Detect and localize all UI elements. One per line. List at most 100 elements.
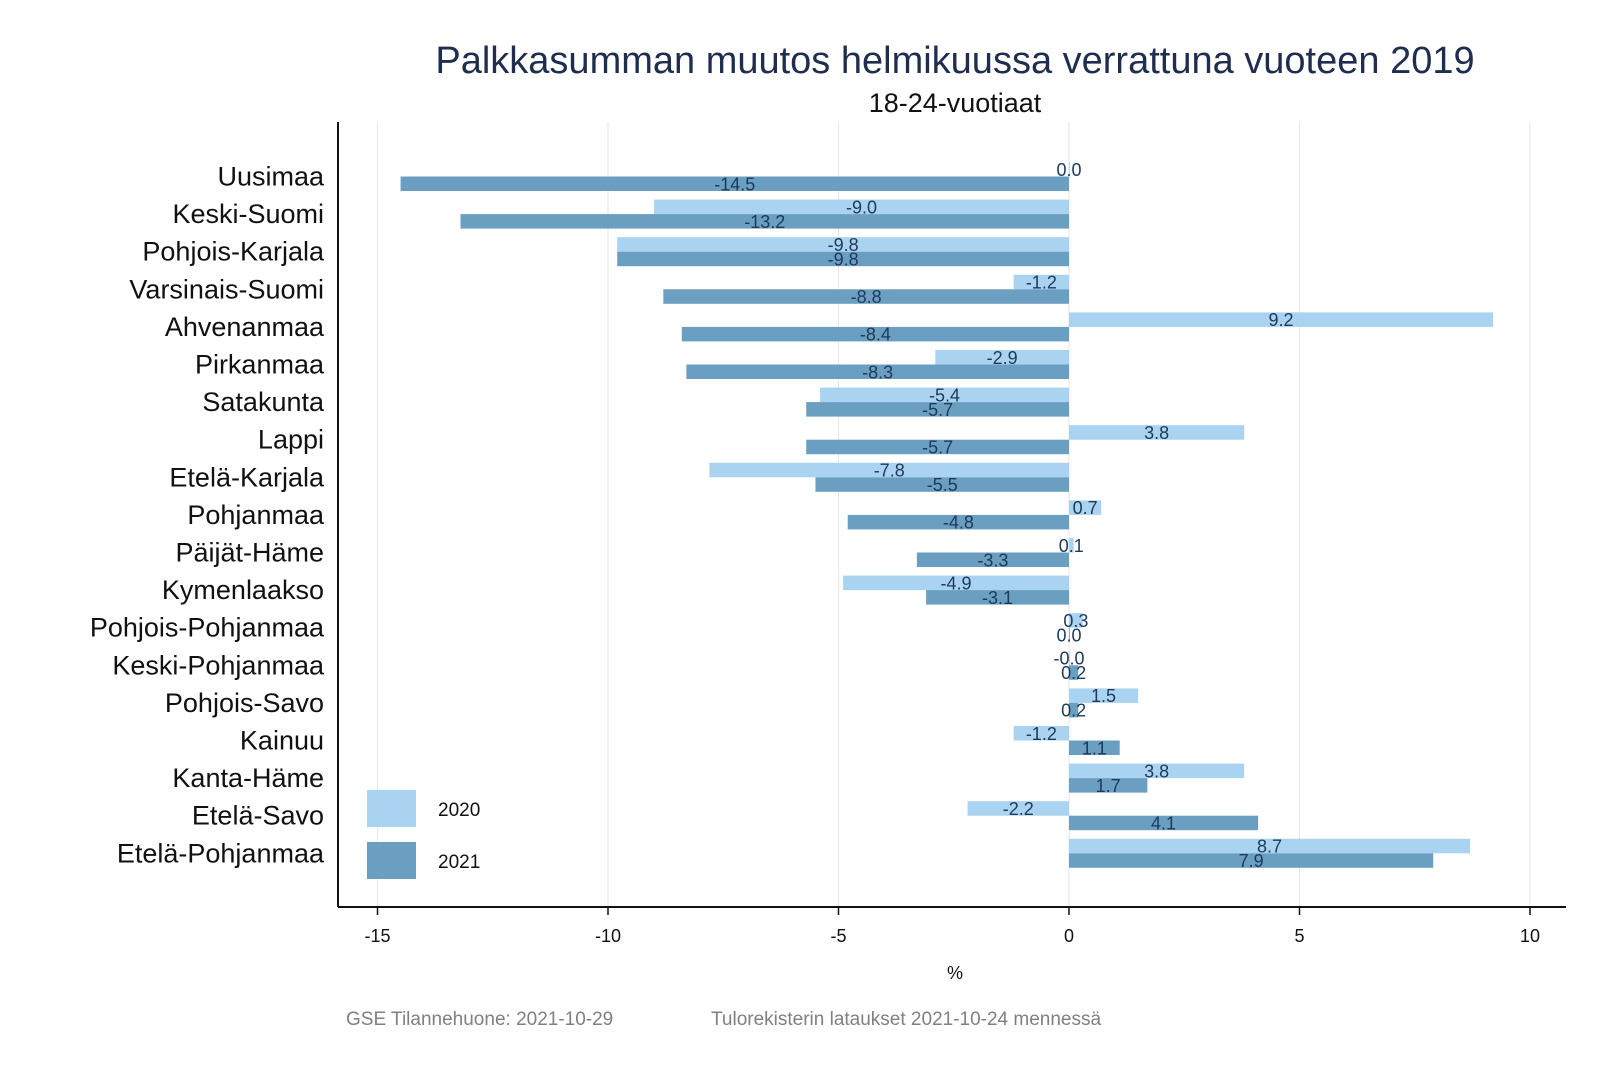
bar-2021-etela-pohjanmaa [1069, 853, 1434, 868]
bar-2020-keski-pohjanmaa [1069, 650, 1070, 666]
category-label-kainuu: Kainuu [240, 726, 324, 756]
category-label-paijat-hame: Päijät-Häme [175, 538, 324, 568]
x-tick-label: 0 [1064, 926, 1074, 946]
bar-2021-satakunta [806, 402, 1069, 417]
bar-2020-pirkanmaa [935, 350, 1069, 365]
category-label-satakunta: Satakunta [202, 387, 325, 417]
data-label-2021-kainuu: 1.1 [1082, 738, 1107, 758]
bar-2020-uusimaa [1069, 162, 1070, 177]
data-label-2021-pohjois-karjala: -9.8 [828, 249, 859, 269]
category-label-lappi: Lappi [258, 425, 324, 455]
bar-2021-keski-suomi [460, 214, 1070, 229]
bar-2020-etela-pohjanmaa [1069, 838, 1471, 854]
bar-2021-pohjois-pohjanmaa [1069, 627, 1070, 643]
bar-2021-kainuu [1069, 740, 1120, 755]
data-label-2021-lappi: -5.7 [922, 437, 953, 457]
bar-2020-satakunta [820, 387, 1069, 403]
data-label-2021-keski-suomi: -13.2 [744, 212, 785, 232]
footer-source: GSE Tilannehuone: 2021-10-29 [346, 1009, 613, 1030]
legend-swatch-2021 [367, 842, 416, 879]
legend-label-2020: 2020 [438, 800, 480, 821]
data-label-2020-etela-karjala: -7.8 [874, 461, 905, 481]
data-label-2021-uusimaa: -14.5 [714, 174, 755, 194]
data-label-2020-keski-pohjanmaa: -0.0 [1053, 649, 1084, 669]
category-label-pohjanmaa: Pohjanmaa [187, 500, 325, 530]
bar-2020-kanta-hame [1069, 763, 1245, 779]
bar-2020-kymenlaakso [843, 575, 1069, 591]
bars [400, 162, 1494, 868]
category-labels: Uusimaa Keski-Suomi Pohjois-Karjala Varsina… [90, 162, 325, 869]
bar-2020-pohjanmaa [1069, 500, 1102, 515]
bar-2021-pohjois-savo [1069, 702, 1079, 718]
bar-2020-etela-savo [967, 801, 1069, 816]
axes [337, 122, 1566, 915]
bar-2020-keski-suomi [654, 199, 1069, 215]
data-label-2020-paijat-hame: 0.1 [1059, 536, 1084, 556]
data-label-2020-pohjois-savo: 1.5 [1091, 686, 1116, 706]
legend-swatch-2020 [367, 790, 416, 827]
bar-2020-ahvenanmaa [1069, 312, 1494, 327]
bar-2021-ahvenanmaa [681, 326, 1069, 342]
data-label-2021-pirkanmaa: -8.3 [862, 362, 893, 382]
bar-2021-kymenlaakso [926, 590, 1069, 605]
category-label-kymenlaakso: Kymenlaakso [162, 575, 324, 605]
category-label-ahvenanmaa: Ahvenanmaa [165, 312, 325, 342]
data-label-2020-varsinais-suomi: -1.2 [1026, 273, 1057, 293]
data-label-2021-kanta-hame: 1.7 [1096, 776, 1121, 796]
legend: 2020 2021 [367, 790, 480, 879]
bar-2020-pohjois-pohjanmaa [1069, 613, 1083, 628]
bar-2020-lappi [1069, 425, 1245, 440]
footer-note: Tulorekisterin lataukset 2021-10-24 menn… [711, 1009, 1101, 1030]
data-label-2020-kanta-hame: 3.8 [1144, 761, 1169, 781]
category-label-etela-savo: Etelä-Savo [192, 801, 324, 831]
x-tick-label: 5 [1294, 926, 1304, 946]
bar-2020-kainuu [1013, 726, 1069, 741]
data-label-2020-etela-savo: -2.2 [1003, 799, 1034, 819]
data-label-2020-kainuu: -1.2 [1026, 724, 1057, 744]
x-tick-label: -5 [830, 926, 846, 946]
bar-2020-pohjois-karjala [617, 237, 1069, 252]
x-tick-label: 10 [1520, 926, 1540, 946]
data-label-2020-etela-pohjanmaa: 8.7 [1257, 837, 1282, 857]
data-label-2020-keski-suomi: -9.0 [846, 197, 877, 217]
bar-2021-keski-pohjanmaa [1069, 665, 1079, 680]
bar-2020-etela-karjala [709, 462, 1069, 478]
category-label-keski-suomi: Keski-Suomi [172, 199, 324, 229]
data-label-2020-pirkanmaa: -2.9 [987, 348, 1018, 368]
bar-2021-uusimaa [400, 176, 1069, 191]
data-label-2020-pohjois-pohjanmaa: 0.3 [1063, 611, 1088, 631]
chart-title: Palkkasumman muutos helmikuussa verrattu… [435, 40, 1474, 82]
category-label-etela-pohjanmaa: Etelä-Pohjanmaa [117, 838, 325, 868]
data-label-2021-etela-pohjanmaa: 7.9 [1239, 851, 1264, 871]
data-label-2021-kymenlaakso: -3.1 [982, 588, 1013, 608]
bar-2021-varsinais-suomi [663, 289, 1069, 304]
category-label-pohjois-savo: Pohjois-Savo [165, 688, 324, 718]
data-label-2020-uusimaa: 0.0 [1056, 160, 1081, 180]
legend-label-2021: 2021 [438, 852, 480, 873]
bar-2021-etela-savo [1069, 815, 1259, 831]
category-label-pohjois-karjala: Pohjois-Karjala [142, 237, 325, 267]
data-label-2020-kymenlaakso: -4.9 [941, 573, 972, 593]
data-labels: 0.0 -14.5 -9.0 -13.2 -9.8-9.8 -1.2 -8.8 9.2 -8.4… [714, 160, 1293, 871]
data-label-2020-ahvenanmaa: 9.2 [1269, 310, 1294, 330]
bar-2021-paijat-hame [916, 552, 1069, 567]
category-label-uusimaa: Uusimaa [217, 162, 325, 192]
data-label-2021-pohjanmaa: -4.8 [943, 513, 974, 533]
bar-2021-etela-karjala [815, 477, 1069, 492]
x-tick-labels: -15 -10 -5 0 5 10 [364, 926, 1540, 946]
data-label-2020-pohjois-karjala: -9.8 [828, 235, 859, 255]
chart-subtitle: 18-24-vuotiaat [869, 88, 1042, 118]
category-label-varsinais-suomi: Varsinais-Suomi [129, 274, 324, 304]
bar-2020-varsinais-suomi [1013, 274, 1069, 290]
category-label-kanta-hame: Kanta-Häme [172, 763, 324, 793]
bar-2020-paijat-hame [1069, 538, 1074, 553]
data-label-2020-satakunta: -5.4 [929, 385, 960, 405]
bar-2021-kanta-hame [1069, 778, 1148, 793]
bar-2020-pohjois-savo [1069, 688, 1139, 703]
x-axis-label: % [947, 963, 963, 983]
data-label-2021-pohjois-savo: 0.2 [1061, 701, 1086, 721]
category-label-keski-pohjanmaa: Keski-Pohjanmaa [112, 650, 325, 680]
category-label-etela-karjala: Etelä-Karjala [169, 462, 325, 492]
data-label-2021-keski-pohjanmaa: 0.2 [1061, 663, 1086, 683]
